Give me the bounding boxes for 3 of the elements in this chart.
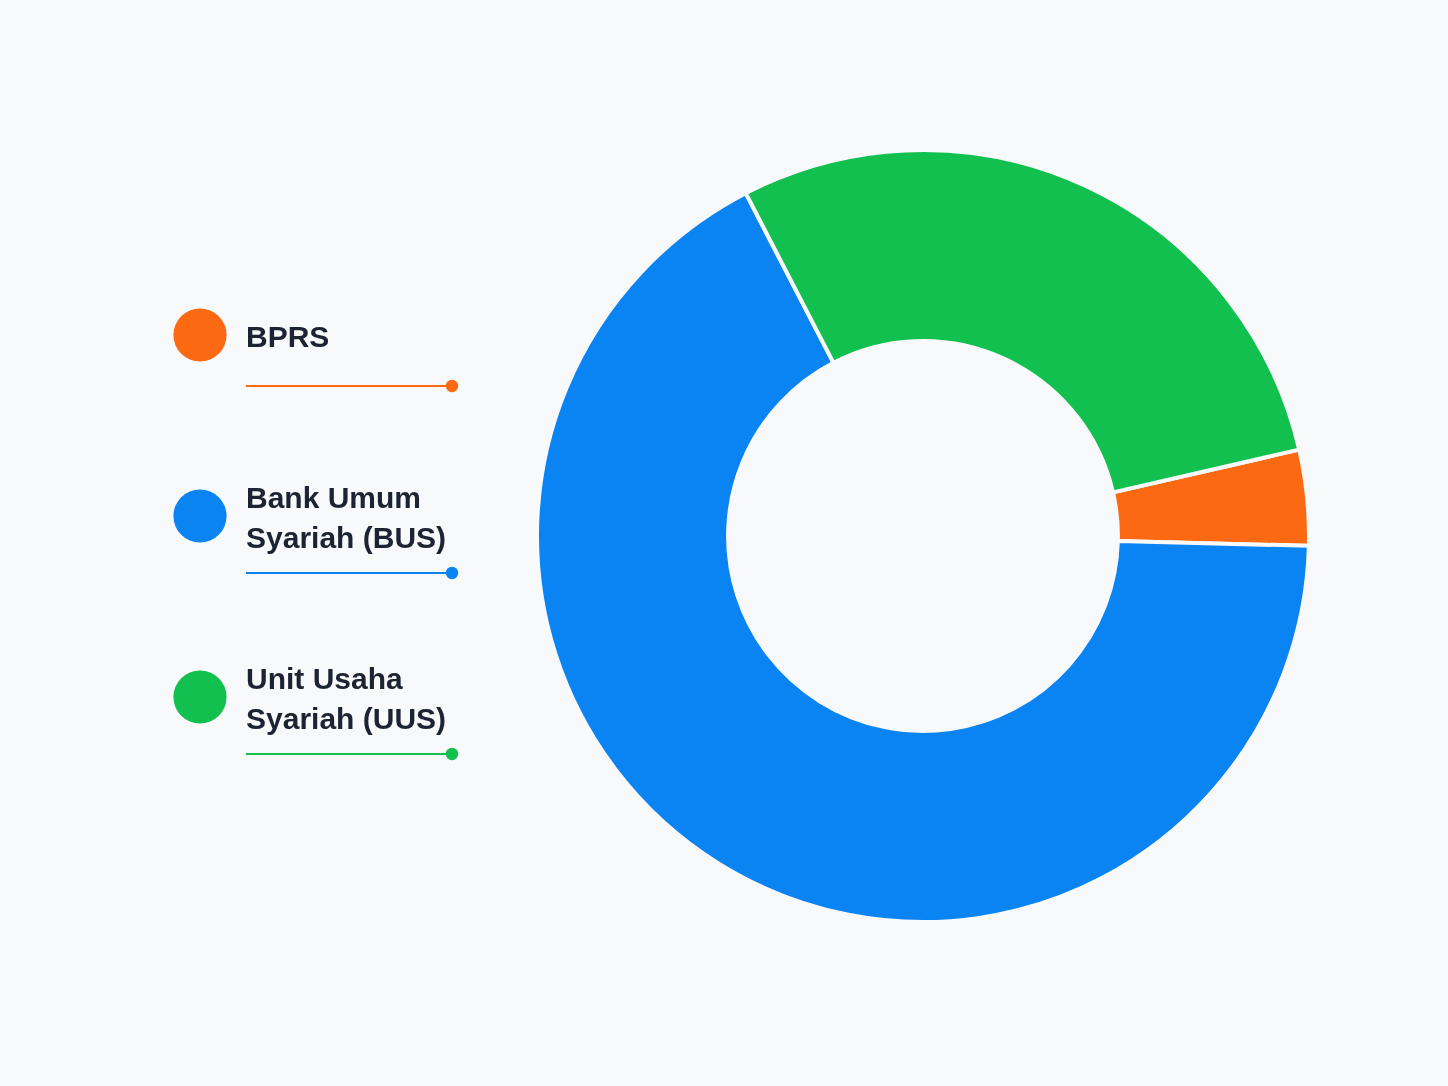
legend-label: Bank Umum Syariah (BUS) — [246, 481, 447, 554]
legend-label: Unit Usaha Syariah (UUS) — [246, 662, 447, 735]
legend-label: BPRS — [246, 320, 330, 353]
